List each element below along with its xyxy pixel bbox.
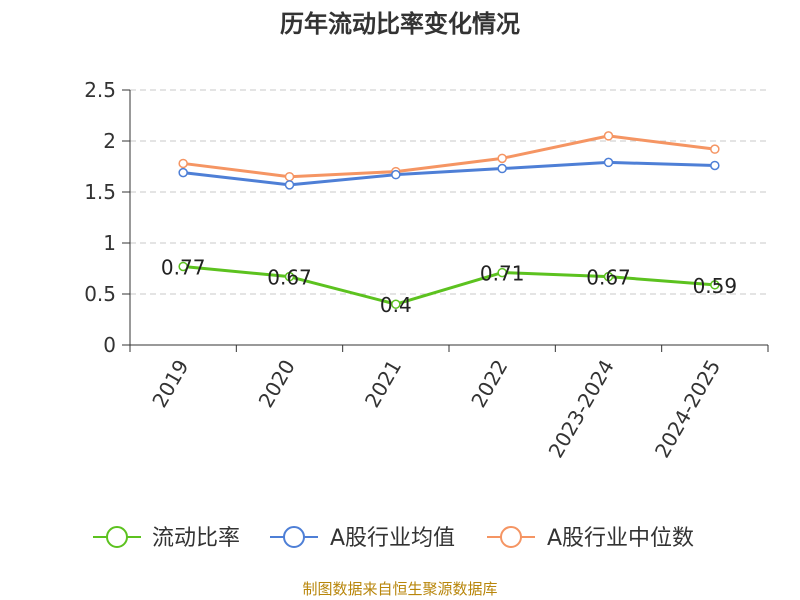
data-point [178, 261, 188, 272]
legend-label: A股行业中位数 [547, 526, 694, 551]
x-tick-label: 2020 [254, 356, 300, 412]
data-point [178, 167, 188, 178]
y-tick-label: 0.5 [84, 282, 116, 306]
data-point [497, 163, 507, 174]
data-label: 0.77 [161, 255, 206, 279]
legend: 流动比率 A股行业均值 A股行业中位数 [93, 526, 694, 551]
y-tick-label: 2.5 [84, 78, 116, 102]
data-point [391, 169, 401, 180]
y-tick-label: 0 [103, 333, 116, 357]
data-point [178, 158, 188, 169]
data-point [497, 153, 507, 164]
y-tick-label: 2 [103, 129, 116, 153]
data-label: 0.59 [693, 274, 738, 298]
series-group: 0.77 0.67 0.4 0.71 0.67 0.59 [161, 131, 738, 317]
data-point [284, 171, 295, 182]
x-tick-label: 2019 [147, 356, 193, 412]
series-line [183, 264, 715, 306]
data-point [710, 144, 720, 154]
legend-item: 流动比率 [93, 526, 240, 551]
legend-item: A股行业中位数 [487, 526, 694, 551]
data-point [603, 157, 614, 168]
series-0 [178, 261, 720, 309]
data-point [497, 267, 507, 278]
chart-title: 历年流动比率变化情况 [280, 10, 520, 38]
data-point [710, 280, 720, 290]
series-1 [178, 157, 720, 190]
x-tick-label: 2023-2024 [544, 356, 619, 462]
data-point [603, 131, 614, 141]
series-line [182, 160, 715, 187]
y-tick-label: 1.5 [84, 180, 116, 204]
series-2 [178, 131, 720, 182]
legend-label: A股行业均值 [330, 526, 455, 551]
y-tick-label: 1 [103, 231, 116, 255]
legend-item: A股行业均值 [270, 526, 455, 551]
legend-marker [283, 526, 305, 548]
data-label: 0.67 [267, 266, 312, 290]
legend-marker [106, 526, 128, 548]
data-point [284, 271, 295, 282]
data-point [391, 299, 401, 309]
data-label: 0.67 [586, 266, 631, 290]
x-tick-label: 2021 [360, 356, 406, 412]
data-label: 0.4 [380, 293, 412, 317]
source-note: 制图数据来自恒生聚源数据库 [302, 580, 497, 598]
data-point [284, 180, 295, 190]
data-label: 0.71 [480, 262, 525, 286]
series-line [182, 134, 716, 179]
legend-label: 流动比率 [152, 526, 240, 551]
data-point [710, 160, 720, 171]
data-point [603, 271, 614, 282]
legend-marker [500, 526, 522, 548]
x-tick-label: 2022 [466, 355, 512, 411]
gridlines [130, 89, 768, 295]
x-tick-label: 2024-2025 [650, 356, 725, 462]
